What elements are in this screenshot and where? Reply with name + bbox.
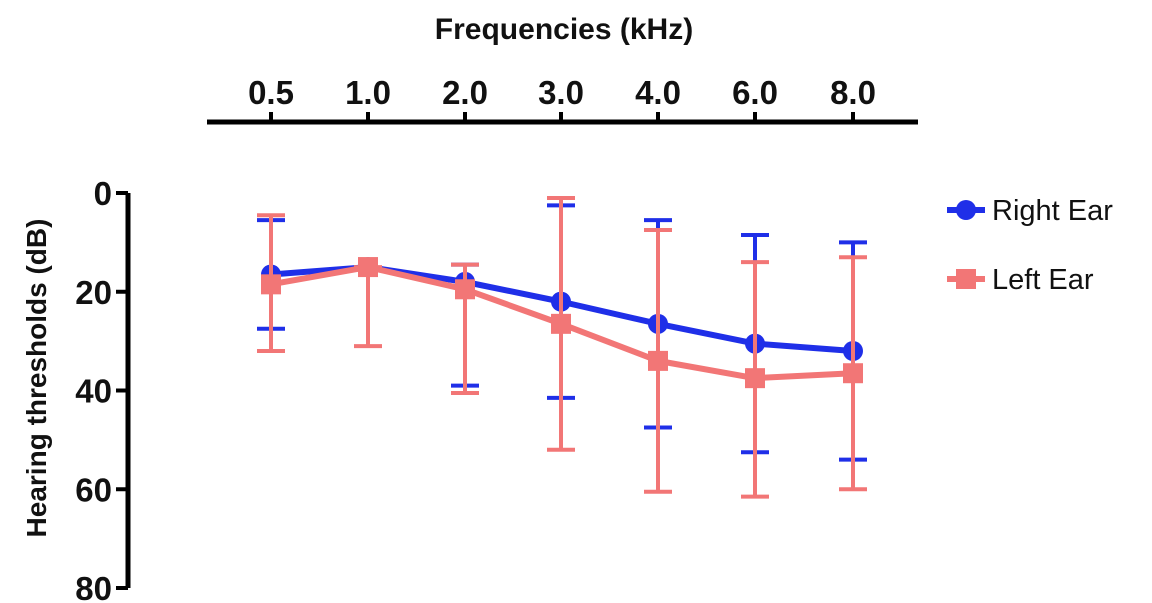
y-tick-label: 0 — [94, 175, 112, 212]
data-point — [358, 257, 378, 278]
data-point — [745, 368, 765, 389]
legend-marker — [956, 269, 976, 289]
data-point — [648, 350, 668, 371]
x-tick-label: 1.0 — [345, 74, 391, 111]
y-axis-title: Hearing thresholds (dB) — [21, 219, 52, 538]
x-tick-label: 2.0 — [442, 74, 488, 111]
x-tick-label: 3.0 — [538, 74, 584, 111]
legend-item: Left Ear — [947, 264, 1094, 296]
y-tick-label: 40 — [75, 373, 112, 410]
plot-area — [257, 195, 867, 499]
legend-marker — [956, 200, 976, 220]
legend-item: Right Ear — [947, 195, 1113, 227]
x-tick-label: 6.0 — [732, 74, 778, 111]
data-point — [455, 279, 475, 300]
legend-label: Left Ear — [992, 264, 1094, 296]
legend-label: Right Ear — [992, 195, 1113, 227]
y-axis: 0 20 40 60 80 — [75, 175, 131, 603]
y-tick-label: 60 — [75, 471, 112, 508]
x-tick-label: 4.0 — [635, 74, 681, 111]
data-point — [843, 363, 863, 384]
x-tick-label: 0.5 — [248, 74, 294, 111]
y-tick-label: 80 — [75, 570, 112, 603]
series-1 — [257, 195, 867, 499]
y-tick-label: 20 — [75, 274, 112, 311]
x-axis-title: Frequencies (kHz) — [435, 13, 693, 46]
data-point — [261, 274, 281, 295]
x-tick-label: 8.0 — [830, 74, 876, 111]
x-axis: 0.5 1.0 2.0 3.0 4.0 6.0 8.0 — [207, 74, 918, 125]
data-point — [551, 313, 571, 334]
legend: Right Ear Left Ear — [947, 195, 1113, 296]
